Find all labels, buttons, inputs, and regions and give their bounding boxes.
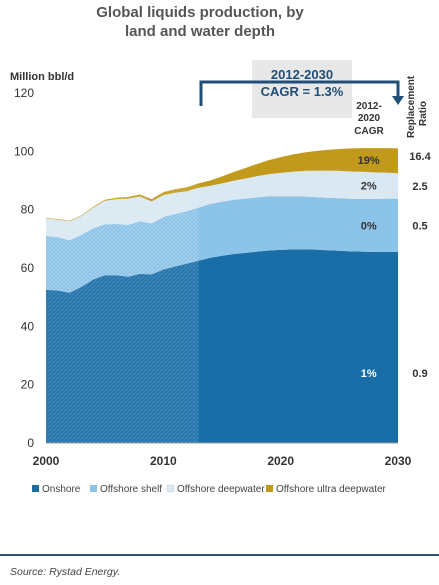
series-cagr-offshore-shelf: 0%	[361, 220, 377, 232]
replacement-ratio-offshore-shelf: 0.5	[412, 220, 427, 232]
cagr-header-line-3: CAGR	[354, 126, 384, 137]
legend-swatch-onshore	[32, 485, 39, 492]
ratio-header-line-2: Ratio	[418, 101, 429, 126]
historical-hatch-area	[46, 183, 199, 444]
y-tick-label: 40	[21, 319, 35, 333]
x-axis-ticks: 2000 2010 2020 2030	[33, 454, 412, 468]
legend-swatch-offshore-ultra-deepwater	[266, 485, 273, 492]
legend-swatch-offshore-shelf	[90, 485, 97, 492]
ratio-header-line-1: Replacement	[406, 75, 417, 138]
legend-swatch-offshore-deepwater	[166, 484, 175, 493]
chart-title-line-2: land and water depth	[125, 23, 275, 40]
replacement-ratio-onshore: 0.9	[412, 368, 427, 380]
replacement-ratio-offshore-ultra-deepwater: 16.4	[409, 151, 431, 163]
chart-title-line-1: Global liquids production, by	[96, 4, 304, 21]
cagr-bracket-arrow-icon	[392, 96, 404, 105]
replacement-ratio-offshore-deepwater: 2.5	[412, 181, 427, 193]
y-tick-label: 80	[21, 203, 35, 217]
cagr-callout-box	[252, 60, 352, 118]
y-tick-label: 100	[14, 144, 34, 158]
y-axis-ticks: 0 20 40 60 80 100 120	[14, 86, 34, 450]
x-tick-label: 2010	[150, 454, 177, 468]
cagr-callout-value: CAGR = 1.3%	[261, 84, 344, 99]
y-tick-label: 120	[14, 86, 34, 100]
footer-divider	[0, 554, 439, 556]
y-tick-label: 0	[27, 436, 34, 450]
legend: Onshore Offshore shelf Offshore deepwate…	[32, 484, 387, 495]
series-cagr-onshore: 1%	[361, 368, 377, 380]
y-tick-label: 20	[21, 378, 35, 392]
y-axis-label: Million bbl/d	[10, 71, 74, 83]
legend-label-offshore-shelf: Offshore shelf	[100, 484, 162, 495]
y-tick-label: 60	[21, 261, 35, 275]
legend-label-offshore-deepwater: Offshore deepwater	[177, 484, 265, 495]
x-tick-label: 2020	[267, 454, 294, 468]
area-offshore-ultra-deepwater	[46, 148, 398, 222]
cagr-header-line-1: 2012-	[356, 101, 382, 112]
series-cagr-offshore-deepwater: 2%	[361, 180, 377, 192]
legend-label-onshore: Onshore	[42, 484, 81, 495]
x-tick-label: 2000	[33, 454, 60, 468]
legend-label-offshore-ultra-deepwater: Offshore ultra deepwater	[276, 484, 387, 495]
cagr-header-line-2: 2020	[358, 113, 381, 124]
cagr-bracket	[199, 80, 400, 106]
cagr-callout-period: 2012-2030	[271, 67, 333, 82]
series-cagr-offshore-ultra-deepwater: 19%	[358, 155, 380, 167]
x-tick-label: 2030	[385, 454, 412, 468]
source-note: Source: Rystad Energy.	[10, 566, 121, 578]
